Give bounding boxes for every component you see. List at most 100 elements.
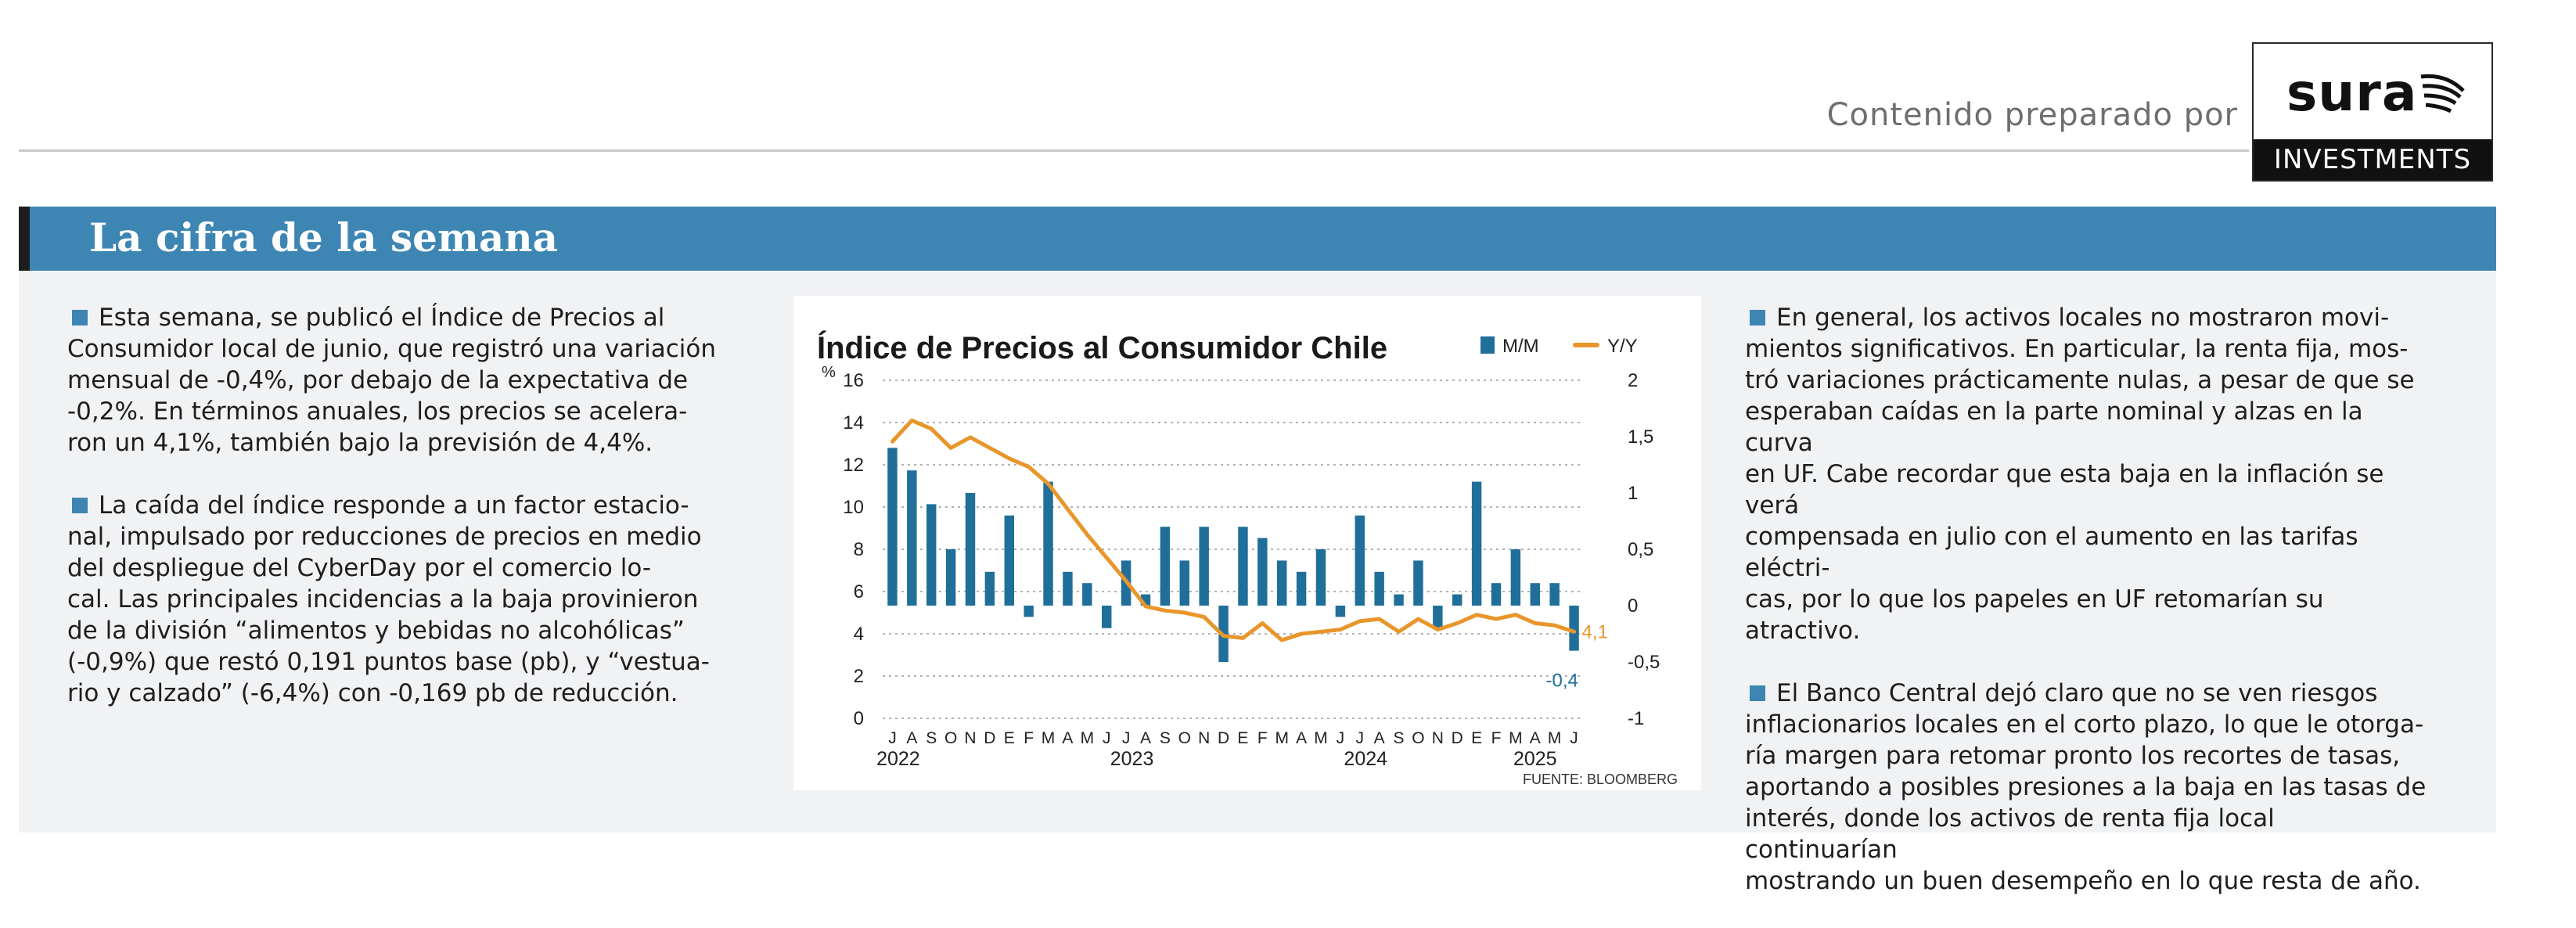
bar-mm (1024, 606, 1034, 617)
line: inflacionarios locales en el corto plazo… (1745, 710, 2424, 739)
bar-mm (1413, 560, 1423, 606)
left-tick-label: 10 (843, 497, 864, 518)
bar-mm (1238, 527, 1248, 606)
annotation-yy-last: 4,1 (1582, 621, 1608, 642)
bar-mm (1335, 606, 1346, 617)
line: interés, donde los activos de renta fija… (1745, 804, 2275, 864)
month-tick-label: A (1140, 729, 1151, 747)
left-tick-label: 12 (843, 455, 864, 476)
line: de la división “alimentos y bebidas no a… (67, 617, 685, 645)
year-label: 2025 (1513, 748, 1557, 770)
left-tick-label: 2 (854, 666, 864, 687)
bar-mm (907, 470, 917, 606)
month-tick-label: O (1178, 729, 1191, 747)
bar-mm (1491, 583, 1502, 606)
line: tró variaciones prácticamente nulas, a p… (1745, 366, 2415, 394)
month-tick-label: M (1042, 729, 1056, 747)
month-tick-label: M (1548, 729, 1562, 747)
bar-mm (1315, 549, 1326, 606)
year-label: 2022 (876, 748, 920, 770)
annotation-mm-last: -0,4 (1546, 671, 1578, 692)
right-tick-label: 0 (1628, 595, 1638, 617)
left-tick-label: 16 (843, 370, 864, 391)
left-tick-label: 14 (843, 412, 864, 433)
month-tick-label: A (906, 729, 917, 747)
left-column: Esta semana, se publicó el Índice de Pre… (67, 302, 748, 740)
line: En general, los activos locales no mostr… (1776, 304, 2390, 332)
month-tick-label: J (1337, 729, 1345, 747)
month-tick-label: J (1356, 729, 1365, 747)
month-tick-label: N (964, 729, 976, 747)
bar-mm (1394, 594, 1404, 606)
month-tick-label: S (926, 729, 937, 747)
right-tick-label: 1 (1628, 483, 1638, 504)
month-tick-label: F (1257, 729, 1268, 747)
month-tick-label: J (888, 729, 897, 747)
line: Esta semana, se publicó el Índice de Pre… (99, 304, 665, 332)
legend-label: Y/Y (1607, 336, 1638, 357)
bar-mm (887, 448, 898, 606)
line: nal, impulsado por reducciones de precio… (67, 523, 702, 551)
year-label: 2024 (1344, 748, 1387, 770)
month-tick-label: M (1509, 729, 1523, 747)
bullet-square-icon (72, 310, 88, 326)
bar-mm (965, 493, 976, 606)
bullet-square-icon (1750, 310, 1765, 326)
month-tick-label: F (1024, 729, 1034, 747)
month-tick-label: N (1198, 729, 1210, 747)
left-tick-label: 6 (854, 581, 864, 602)
bullet-square-icon (72, 498, 88, 513)
month-tick-label: J (1570, 729, 1578, 747)
month-tick-label: A (1062, 729, 1073, 747)
bar-mm (1063, 571, 1073, 606)
line: El Banco Central dejó claro que no se ve… (1776, 679, 2378, 707)
line: ría margen para retomar pronto los recor… (1745, 742, 2401, 770)
left-tick-label: 8 (854, 539, 864, 560)
left-axis-unit: % (822, 364, 836, 381)
banner-accent (19, 207, 30, 271)
line: mientos significativos. En particular, l… (1745, 335, 2409, 363)
line: cas, por lo que los papeles en UF retoma… (1745, 585, 2324, 645)
line: en UF. Cabe recordar que esta baja en la… (1745, 460, 2384, 520)
right-column: En general, los activos locales no mostr… (1745, 302, 2434, 928)
line: Consumidor local de junio, que registró … (67, 335, 716, 363)
bar-mm (1199, 527, 1209, 606)
bar-mm (1530, 583, 1540, 606)
line: (-0,9%) que restó 0,191 puntos base (pb)… (67, 648, 710, 676)
logo-wordmark: sura (2286, 63, 2418, 123)
chart-title: Índice de Precios al Consumidor Chile (817, 330, 1387, 365)
bar-mm (1296, 571, 1307, 606)
right-tick-label: -1 (1628, 708, 1644, 729)
month-tick-label: D (984, 729, 995, 747)
month-tick-label: E (1237, 729, 1248, 747)
line: mensual de -0,4%, por debajo de la expec… (67, 366, 689, 394)
bar-mm (1471, 481, 1482, 606)
month-tick-label: O (944, 729, 957, 747)
bar-mm (1179, 560, 1189, 606)
section-title: La cifra de la semana (89, 214, 559, 261)
bar-mm (1277, 560, 1287, 606)
line: La caída del índice responde a un factor… (99, 491, 689, 520)
month-tick-label: D (1218, 729, 1229, 747)
month-tick-label: E (1004, 729, 1015, 747)
month-tick-label: M (1081, 729, 1095, 747)
paragraph: La caída del índice responde a un factor… (67, 490, 748, 709)
header-rule (19, 149, 2249, 152)
month-tick-label: F (1491, 729, 1502, 747)
legend-swatch-y-y (1573, 343, 1599, 347)
bar-mm (1082, 583, 1092, 606)
bar-mm (1374, 571, 1384, 606)
line: del despliegue del CyberDay por el comer… (67, 554, 652, 582)
bar-mm (1355, 515, 1365, 606)
year-label: 2023 (1110, 748, 1154, 770)
paragraph: En general, los activos locales no mostr… (1745, 302, 2434, 646)
month-tick-label: A (1296, 729, 1307, 747)
left-tick-label: 0 (854, 708, 864, 729)
month-tick-label: J (1122, 729, 1131, 747)
month-tick-label: D (1452, 729, 1463, 747)
month-tick-label: M (1275, 729, 1289, 747)
left-tick-label: 4 (854, 624, 864, 645)
wing-icon (2420, 74, 2465, 113)
right-tick-label: -0,5 (1628, 652, 1660, 673)
line: rio y calzado” (-6,4%) con -0,169 pb de … (67, 679, 678, 707)
